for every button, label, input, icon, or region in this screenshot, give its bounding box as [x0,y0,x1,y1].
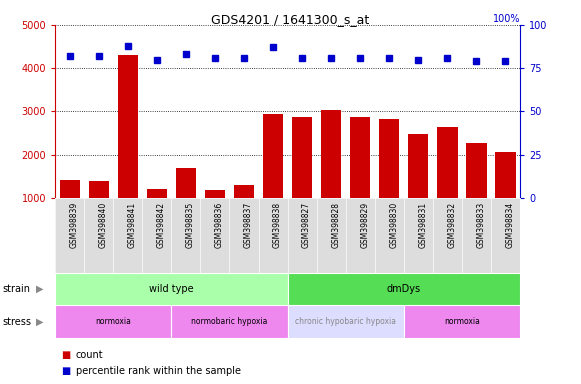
Text: GSM398835: GSM398835 [186,202,195,248]
Text: ▶: ▶ [36,316,43,327]
Text: percentile rank within the sample: percentile rank within the sample [76,366,241,376]
Text: ▶: ▶ [36,284,43,294]
Text: GSM398840: GSM398840 [99,202,107,248]
Bar [495,152,516,198]
Text: normoxia: normoxia [95,317,131,326]
Bar [379,119,399,198]
Bar [55,273,288,305]
Text: GSM398838: GSM398838 [273,202,282,248]
Bar [117,55,138,198]
Bar [321,111,342,198]
Text: normoxia: normoxia [444,317,480,326]
Text: GSM398833: GSM398833 [476,202,485,248]
Text: GSM398829: GSM398829 [360,202,369,248]
Bar [234,185,254,198]
Bar [292,117,313,198]
Text: strain: strain [3,284,31,294]
Text: ■: ■ [61,350,70,360]
Text: normobaric hypoxia: normobaric hypoxia [191,317,268,326]
Text: GSM398841: GSM398841 [128,202,137,248]
Text: GSM398837: GSM398837 [244,202,253,248]
Bar [59,180,80,198]
Bar [350,117,371,198]
Bar [408,134,429,198]
Bar [288,273,520,305]
Text: wild type: wild type [149,284,193,294]
Text: GSM398827: GSM398827 [302,202,311,248]
Text: chronic hypobaric hypoxia: chronic hypobaric hypoxia [295,317,396,326]
Bar [88,181,109,198]
Bar [437,127,458,198]
Text: GSM398842: GSM398842 [157,202,166,248]
Text: GSM398830: GSM398830 [389,202,398,248]
Bar [467,143,487,198]
Text: GSM398828: GSM398828 [331,202,340,248]
Text: ■: ■ [61,366,70,376]
Bar [146,189,167,198]
Text: GSM398836: GSM398836 [215,202,224,248]
Text: dmDys: dmDys [387,284,421,294]
Text: GSM398834: GSM398834 [505,202,514,248]
Text: GSM398831: GSM398831 [418,202,427,248]
Bar [263,114,284,198]
Text: GDS4201 / 1641300_s_at: GDS4201 / 1641300_s_at [211,13,370,26]
Bar [205,190,225,198]
Bar [55,305,171,338]
Text: GSM398839: GSM398839 [70,202,78,248]
Text: GSM398832: GSM398832 [447,202,456,248]
Text: 100%: 100% [493,14,520,24]
Text: count: count [76,350,103,360]
Bar [175,168,196,198]
Text: stress: stress [3,316,32,327]
Bar [171,305,288,338]
Bar [288,305,404,338]
Bar [404,305,520,338]
